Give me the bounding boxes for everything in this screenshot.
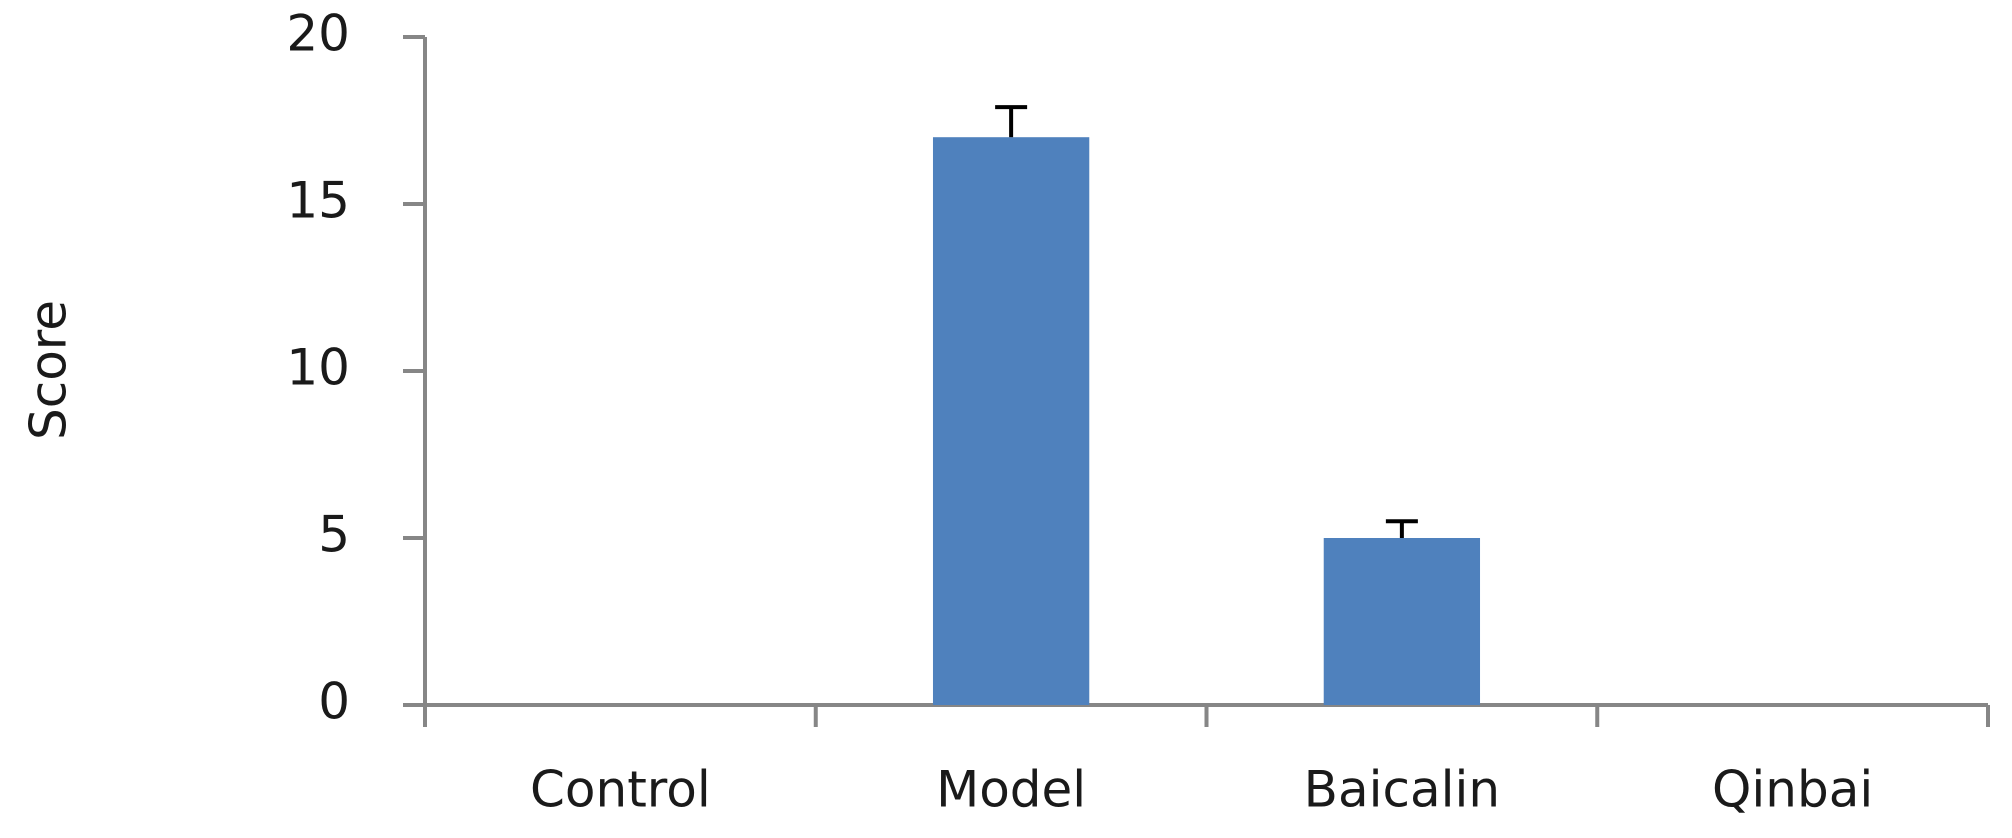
y-tick-label: 20 bbox=[286, 5, 350, 63]
y-tick-label: 5 bbox=[318, 506, 350, 564]
x-tick-label: Baicalin bbox=[1304, 761, 1500, 819]
y-axis-label: Score bbox=[20, 300, 78, 440]
x-tick-label: Control bbox=[530, 761, 711, 819]
y-tick-label: 10 bbox=[286, 339, 350, 397]
bar bbox=[1323, 538, 1481, 705]
error-bar bbox=[1385, 519, 1418, 538]
error-bar bbox=[995, 105, 1028, 138]
x-tick-label: Qinbai bbox=[1712, 761, 1873, 819]
y-tick-label: 15 bbox=[286, 172, 350, 230]
bar bbox=[932, 137, 1090, 705]
y-tick-label: 0 bbox=[318, 673, 350, 731]
x-tick-label: Model bbox=[936, 761, 1086, 819]
